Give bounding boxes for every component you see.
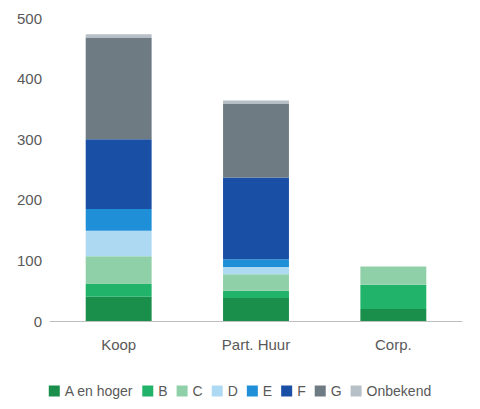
svg-text:500: 500 bbox=[17, 10, 42, 27]
svg-text:200: 200 bbox=[17, 191, 42, 208]
svg-text:C: C bbox=[193, 383, 203, 399]
svg-text:Part. Huur: Part. Huur bbox=[222, 336, 290, 353]
svg-text:300: 300 bbox=[17, 131, 42, 148]
svg-text:D: D bbox=[228, 383, 238, 399]
svg-text:100: 100 bbox=[17, 252, 42, 269]
svg-text:Onbekend: Onbekend bbox=[367, 383, 432, 399]
svg-text:G: G bbox=[331, 383, 342, 399]
svg-text:0: 0 bbox=[34, 313, 42, 330]
svg-text:B: B bbox=[158, 383, 167, 399]
svg-text:E: E bbox=[263, 383, 272, 399]
svg-text:Corp.: Corp. bbox=[375, 336, 412, 353]
svg-text:Koop: Koop bbox=[101, 336, 136, 353]
svg-text:400: 400 bbox=[17, 70, 42, 87]
svg-text:A en hoger: A en hoger bbox=[65, 383, 133, 399]
svg-text:F: F bbox=[297, 383, 306, 399]
